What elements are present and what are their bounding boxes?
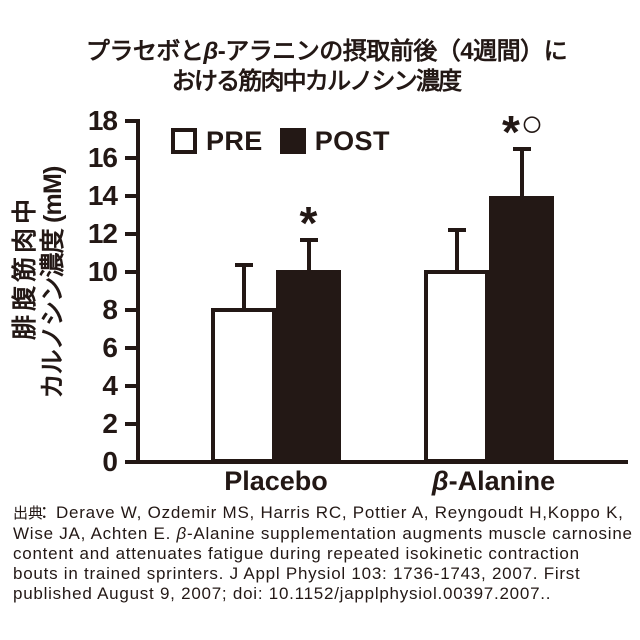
legend-label-pre: PRE — [206, 125, 263, 156]
error-cap-PRE-0 — [234, 263, 253, 268]
y-tick-label-18: 18 — [87, 104, 118, 136]
y-tick-14 — [125, 194, 136, 199]
citation-line-2: Wise JA, Achten E. β-Alanine supplementa… — [13, 524, 633, 543]
y-tick-label-12: 12 — [87, 218, 118, 250]
legend-swatch-post — [279, 128, 306, 154]
y-tick-12 — [125, 232, 136, 237]
error-bar-POST-1 — [519, 148, 524, 199]
y-tick-label-8: 8 — [102, 293, 118, 325]
circle-mark-1: ○ — [520, 102, 544, 145]
y-tick-label-2: 2 — [102, 407, 118, 439]
y-axis-line — [136, 118, 140, 464]
error-cap-POST-1 — [512, 146, 531, 151]
bar-POST-0 — [276, 270, 341, 464]
asterisk-mark-1: * — [502, 105, 520, 158]
y-tick-label-0: 0 — [102, 445, 118, 477]
chart-title-line-2: おける筋肉中カルノシン濃度 — [171, 68, 462, 95]
bar-POST-1 — [489, 196, 554, 464]
citation: 出典：Derave W, Ozdemir MS, Harris RC, Pott… — [13, 503, 640, 604]
error-bar-PRE-1 — [454, 230, 459, 273]
citation-line-4: bouts in trained sprinters. J Appl Physi… — [13, 564, 581, 583]
chart-title-line-1: プラセボとβ-アラニンの摂取前後（4週間）に — [85, 38, 568, 65]
error-bar-POST-0 — [306, 239, 311, 273]
x-axis-line — [136, 459, 628, 464]
legend-label-post: POST — [314, 125, 390, 156]
legend: PRE POST — [171, 125, 390, 156]
y-tick-label-4: 4 — [102, 369, 118, 401]
error-cap-POST-0 — [299, 237, 318, 242]
y-tick-10 — [125, 270, 136, 275]
bar-PRE-1 — [424, 270, 489, 464]
error-cap-PRE-1 — [447, 228, 466, 233]
y-tick-16 — [125, 156, 136, 161]
y-tick-6 — [125, 345, 136, 350]
y-tick-label-14: 14 — [87, 180, 118, 212]
y-tick-4 — [125, 383, 136, 388]
error-bar-PRE-0 — [241, 265, 246, 310]
y-tick-label-10: 10 — [87, 256, 118, 288]
citation-line-1: 出典：Derave W, Ozdemir MS, Harris RC, Pott… — [13, 503, 624, 522]
asterisk-mark-0: * — [299, 196, 318, 249]
citation-line-3: content and attenuates fatigue during re… — [13, 544, 580, 563]
x-category-label-1: β-Alanine — [431, 466, 556, 496]
y-axis-label-line-1: 腓腹筋肉中 — [11, 195, 39, 341]
y-tick-label-6: 6 — [102, 331, 118, 363]
y-tick-2 — [125, 421, 136, 426]
y-tick-label-16: 16 — [87, 142, 118, 174]
bar-PRE-0 — [211, 307, 276, 464]
chart-title: プラセボとβ-アラニンの摂取前後（4週間）に おける筋肉中カルノシン濃度 — [4, 37, 640, 97]
y-tick-18 — [125, 118, 136, 123]
citation-line-5: published August 9, 2007; doi: 10.1152/j… — [13, 584, 552, 603]
x-category-label-0: Placebo — [224, 466, 328, 496]
y-tick-8 — [125, 307, 136, 312]
legend-swatch-pre — [171, 128, 197, 154]
y-tick-0 — [125, 459, 136, 464]
